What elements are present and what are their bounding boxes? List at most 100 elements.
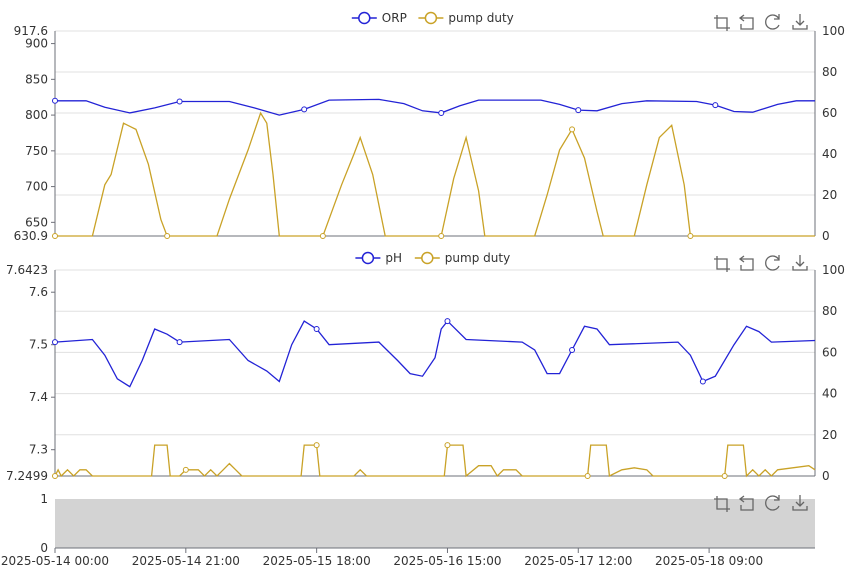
y-right-tick-label: 20 [822,188,837,202]
y-right-tick-label: 0 [822,469,830,483]
zoom-icon[interactable] [714,256,730,272]
legend-item-0[interactable]: pH [355,251,402,265]
y-right-tick-label: 40 [822,147,837,161]
restore-icon-shape [765,255,780,271]
data-point [699,378,706,385]
x-tick-label: 2025-05-17 12:00 [524,554,632,568]
y-left-tick-label: 700 [25,180,48,194]
x-tick-label: 2025-05-16 15:00 [393,554,501,568]
x-tick-label: 2025-05-15 18:00 [263,554,371,568]
y-right-tick-label: 0 [822,229,830,243]
data-point [438,109,445,116]
save-image-icon[interactable] [792,495,808,511]
data-point [313,442,320,449]
y-left-min-label: 630.9 [14,229,48,243]
data-point [313,325,320,332]
zoom-icon-shape [714,496,730,512]
save-image-icon-shape [792,14,808,30]
y-right-tick-label: 100 [822,24,845,38]
legend-item-1[interactable]: pump duty [418,11,514,25]
data-point [438,233,445,239]
zoom-reset-icon[interactable] [738,255,754,271]
save-image-icon-shape [792,255,808,271]
legend-label: pump duty [448,11,513,25]
data-point [569,126,576,133]
data-point [52,233,58,239]
y-left-tick-label: 650 [25,215,48,229]
data-point [176,339,183,346]
zoom-reset-icon[interactable] [738,495,754,511]
data-point [575,107,582,114]
legend-label: pump duty [445,251,510,265]
x-tick-label: 2025-05-14 00:00 [1,554,109,568]
data-point [52,473,58,479]
zoom-icon-shape [714,256,730,272]
legend-0: ORP pump duty [351,11,514,25]
restore-icon[interactable] [765,255,780,271]
y-right-tick-label: 80 [822,304,837,318]
empty-panel-area [55,499,815,548]
y-right-tick-label: 100 [822,263,845,277]
zoom-reset-icon-shape [738,255,754,271]
zoom-icon-shape [714,15,730,31]
y-right-tick-label: 60 [822,106,837,120]
data-point [584,473,591,479]
y-left-max-label: 917.6 [14,24,48,38]
y-left-tick-label: 850 [25,72,48,86]
legend-label: ORP [382,11,407,25]
data-point [569,346,576,353]
toolbox-2 [714,495,808,512]
save-image-icon[interactable] [792,14,808,30]
save-image-icon-shape [792,495,808,511]
legend-item-0[interactable]: ORP [351,11,407,25]
plot-panel-2: 0 1 2025-05-14 00:00 2025-05-14 21:00 2025-0… [1,492,815,568]
data-point [176,98,183,105]
data-point [301,106,308,113]
data-point [182,466,189,473]
legend-marker [421,251,434,265]
toolbox-0 [714,14,808,31]
restore-icon-shape [765,495,780,511]
zoom-icon[interactable] [714,496,730,512]
zoom-reset-icon-shape [738,495,754,511]
y-right-tick-label: 20 [822,428,837,442]
y-left-min-label: 7.2499 [6,469,48,483]
y-left-tick-label: 0 [40,541,48,555]
restore-icon[interactable] [765,14,780,30]
legend-label: pH [385,251,402,265]
data-point [164,233,171,239]
y-left-tick-label: 7.5 [29,338,48,352]
data-point [444,318,451,325]
y-left-tick-label: 800 [25,108,48,122]
data-point [52,97,58,104]
restore-icon[interactable] [765,495,780,511]
series-line-orp [55,98,815,116]
data-point [712,102,719,109]
x-tick-label: 2025-05-14 21:00 [132,554,240,568]
series-line-pump-duty [55,111,815,237]
y-left-max-label: 7.6423 [6,263,48,277]
series-line-ph [54,320,816,388]
x-tick-label: 2025-05-18 09:00 [655,554,763,568]
zoom-reset-icon[interactable] [738,14,754,30]
toolbox-1 [714,255,808,272]
plot-panel-1: 0 20 40 60 80 100 7.3 7.4 7.5 7.6 7.6423 7.2499 [6,263,845,483]
y-left-tick-label: 900 [25,37,48,51]
legend-marker [361,251,375,265]
y-right-tick-label: 40 [822,387,837,401]
y-right-tick-label: 80 [822,65,837,79]
y-right-tick-label: 60 [822,345,837,359]
legend-item-1[interactable]: pump duty [414,251,510,265]
data-point [52,339,58,346]
y-left-tick-label: 7.4 [29,390,48,404]
series-line-pump-duty [54,444,816,478]
data-point [687,233,694,239]
data-point [444,442,451,449]
data-point [319,233,326,239]
zoom-icon[interactable] [714,15,730,31]
save-image-icon[interactable] [792,255,808,271]
restore-icon-shape [765,14,780,30]
legend-marker [424,11,438,25]
